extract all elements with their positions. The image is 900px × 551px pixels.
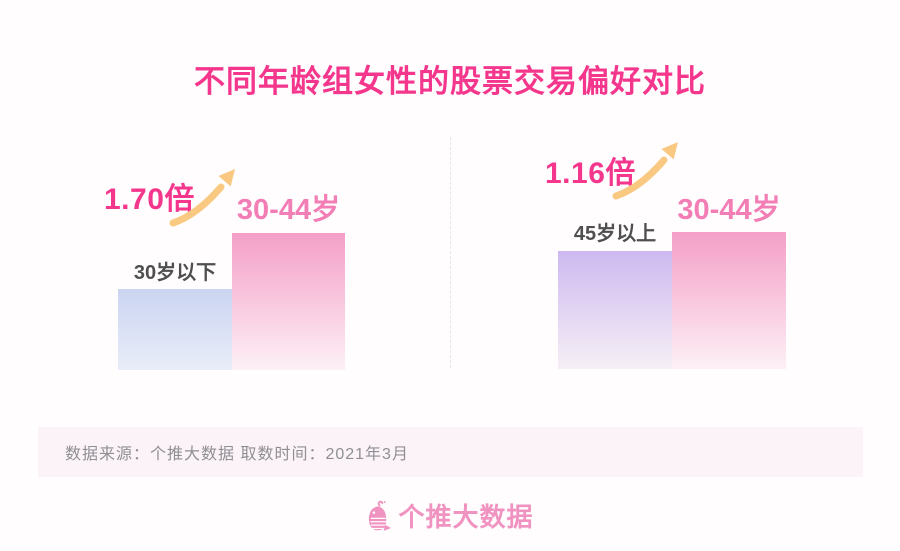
footer-brand: 个推大数据 (0, 497, 900, 534)
multiplier-label-right: 1.16倍 (545, 157, 636, 190)
brand-name: 个推大数据 (398, 502, 534, 532)
growth-arrow-icon (169, 169, 235, 227)
panel-divider (450, 137, 451, 368)
bar-label-30-44-left: 30-44岁 (236, 194, 341, 226)
growth-arrow-icon (612, 142, 678, 200)
bar-30-44-left (232, 233, 345, 370)
bars-group-left (118, 233, 345, 370)
whale-icon (369, 500, 392, 531)
chart-title: 不同年龄组女性的股票交易偏好对比 (194, 64, 706, 99)
bar-label-under-30: 30岁以下 (133, 262, 217, 284)
bar-30-44-right (672, 232, 786, 369)
bar-under-30 (118, 289, 232, 370)
source-bar: 数据来源：个推大数据 取数时间：2021年3月 (38, 427, 863, 477)
bar-label-over-45: 45岁以上 (573, 223, 657, 245)
bars-group-right (558, 232, 786, 369)
bar-label-30-44-right: 30-44岁 (677, 194, 781, 226)
source-text: 数据来源：个推大数据 取数时间：2021年3月 (65, 446, 409, 463)
bar-over-45 (558, 251, 672, 369)
multiplier-label-left: 1.70倍 (104, 183, 195, 216)
